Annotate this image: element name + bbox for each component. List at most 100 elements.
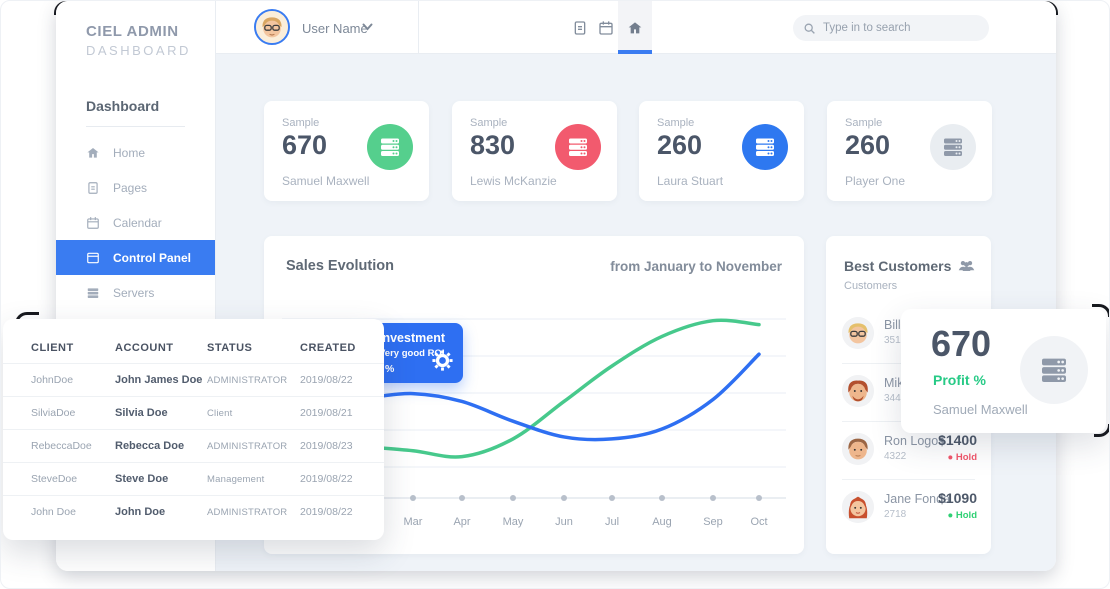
- search-input[interactable]: [823, 22, 973, 34]
- stat-value: 260: [657, 130, 703, 160]
- customer-list-item: Ron Logos 4322 $1400 ● Hold: [826, 422, 991, 480]
- panel-subtitle: Customers: [844, 280, 898, 292]
- server-icon-badge: [930, 124, 976, 170]
- sidebar-section-title: Dashboard: [86, 98, 160, 114]
- server-icon: [944, 138, 962, 156]
- brand: CIEL ADMIN DASHBOARD: [56, 1, 215, 58]
- stat-card: Sample 260 Laura Stuart: [639, 101, 804, 201]
- sidebar-divider: [86, 126, 185, 127]
- stat-card: Sample 830 Lewis McKanzie: [452, 101, 617, 201]
- users-group-icon: [958, 261, 975, 271]
- panel-title: Sales Evolution: [286, 258, 394, 274]
- customer-id: 3512: [884, 335, 907, 346]
- control-panel-icon: [87, 252, 99, 263]
- server-icon: [381, 138, 399, 156]
- customer-name: Jane Fonda: [884, 492, 951, 506]
- stat-value: 260: [845, 130, 891, 160]
- tooltip-percent: %: [385, 363, 395, 375]
- calendar-icon[interactable]: [598, 20, 614, 36]
- x-tick: May: [502, 516, 524, 528]
- stat-value: 670: [282, 130, 328, 160]
- avatar: [842, 491, 874, 523]
- x-tick: Aug: [652, 516, 672, 528]
- client-table-card: CLIENT ACCOUNT STATUS CREATED JohnDoe Jo…: [3, 319, 384, 540]
- calendar-icon: [87, 216, 99, 229]
- col-header: STATUS: [207, 342, 253, 354]
- topbar: User Name: [216, 1, 1056, 54]
- sidebar-item-label: Calendar: [113, 215, 162, 230]
- table-row: SteveDoe Steve Doe Management 2019/08/22: [3, 462, 384, 495]
- user-name[interactable]: User Name: [302, 21, 368, 36]
- customer-list-item: Jane Fonda 2718 $1090 ● Hold: [826, 480, 991, 538]
- panel-title: Best Customers: [844, 258, 952, 274]
- x-tick: Mar: [403, 516, 423, 528]
- brand-subtitle: DASHBOARD: [86, 43, 191, 58]
- server-icon: [1042, 358, 1066, 382]
- sidebar-item-calendar[interactable]: Calendar: [56, 205, 215, 240]
- table-row: RebeccaDoe Rebecca Doe ADMINISTRATOR 201…: [3, 429, 384, 462]
- home-icon: [87, 147, 99, 158]
- customer-amount: $1400: [938, 432, 977, 448]
- x-tick: Jul: [604, 516, 620, 528]
- panel-subtitle: from January to November: [610, 259, 782, 274]
- stat-person: Lewis McKanzie: [470, 174, 557, 188]
- pages-icon: [88, 181, 98, 194]
- customer-amount: $1090: [938, 490, 977, 506]
- stat-label: Sample: [657, 117, 695, 129]
- x-tick: Apr: [453, 516, 471, 528]
- divider: [842, 479, 975, 480]
- table-row: John Doe John Doe ADMINISTRATOR 2019/08/…: [3, 495, 384, 528]
- customer-id: 2718: [884, 509, 907, 520]
- sidebar-item-servers[interactable]: Servers: [56, 275, 215, 310]
- sidebar-item-home[interactable]: Home: [56, 135, 215, 170]
- profit-overlay-card: 670 Profit % Samuel Maxwell: [901, 309, 1106, 433]
- stat-person: Laura Stuart: [657, 174, 724, 188]
- sidebar-item-pages[interactable]: Pages: [56, 170, 215, 205]
- avatar-face: [256, 11, 288, 43]
- server-icon-badge: [742, 124, 788, 170]
- active-tab-underline: [618, 50, 652, 54]
- server-icon-badge: [555, 124, 601, 170]
- server-icon-badge: [367, 124, 413, 170]
- customer-id: 4322: [884, 451, 907, 462]
- gear-icon[interactable]: [431, 349, 454, 372]
- tab-home-active[interactable]: [618, 1, 652, 54]
- stat-label: Sample: [282, 117, 320, 129]
- sidebar-item-label: Control Panel: [113, 250, 192, 265]
- server-icon-badge: [1020, 336, 1088, 404]
- servers-icon: [87, 287, 99, 298]
- table-row: SilviaDoe Silvia Doe Client 2019/08/21: [3, 396, 384, 429]
- server-icon: [569, 138, 587, 156]
- profit-black-accent-top: [1092, 304, 1109, 317]
- stat-value: 830: [470, 130, 516, 160]
- stat-label: Sample: [845, 117, 883, 129]
- tooltip-title: Investment: [379, 331, 445, 345]
- sidebar-item-label: Home: [113, 145, 146, 160]
- col-header: CREATED: [300, 342, 356, 354]
- sidebar-item-label: Servers: [113, 285, 155, 300]
- avatar: [842, 317, 874, 349]
- user-avatar[interactable]: [254, 9, 290, 45]
- profit-person: Samuel Maxwell: [933, 402, 1028, 417]
- stat-person: Player One: [845, 174, 906, 188]
- chevron-down-icon[interactable]: [362, 23, 373, 31]
- x-tick: Jun: [555, 516, 573, 528]
- server-icon: [756, 138, 774, 156]
- home-icon: [628, 22, 642, 34]
- x-tick: Sep: [703, 516, 723, 528]
- search-icon: [804, 23, 815, 34]
- customer-name: Ron Logos: [884, 434, 945, 448]
- chart-tooltip: Investment Very good ROI %: [369, 323, 463, 383]
- col-header: ACCOUNT: [115, 342, 174, 354]
- profit-value: 670: [931, 323, 992, 364]
- sidebar-item-control-panel[interactable]: Control Panel: [56, 240, 215, 275]
- avatar: [842, 375, 874, 407]
- customer-status: ● Hold: [947, 510, 978, 521]
- stat-card: Sample 670 Samuel Maxwell: [264, 101, 429, 201]
- profit-black-accent-bottom: [1094, 424, 1109, 437]
- topbar-divider: [418, 1, 419, 53]
- profit-label: Profit %: [933, 372, 986, 388]
- tooltip-subtitle: Very good ROI: [379, 348, 445, 359]
- search-box: [793, 15, 989, 41]
- pages-icon[interactable]: [572, 20, 588, 36]
